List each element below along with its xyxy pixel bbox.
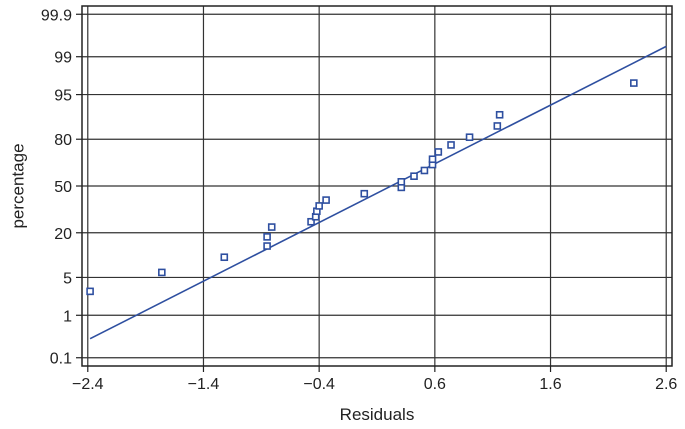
y-axis-title: percentage [8,143,27,228]
data-point [493,122,502,130]
y-tick-label: 95 [54,88,72,105]
data-point [263,242,271,250]
y-tick-label: 5 [63,270,72,287]
y-tick-label: 0.1 [50,351,72,368]
grid [82,6,672,366]
x-axis-title: Residuals [340,405,415,424]
x-tick-label: 1.6 [539,376,561,393]
data-point [158,268,166,277]
data-point [428,155,437,164]
data-point [434,148,443,156]
data-point [447,141,455,149]
x-tick-label: 0.6 [424,376,446,393]
data-point [322,196,330,204]
data-point [263,233,271,241]
data-point [267,223,276,231]
data-point [420,166,429,175]
x-tick-label: 2.6 [655,376,677,393]
y-tick-label: 80 [54,132,72,149]
data-point [360,189,369,198]
x-tick-label: −2.4 [72,376,104,393]
y-tick-label: 99 [54,50,72,67]
x-axis-ticks: −2.4 −1.4 −0.4 0.6 1.6 2.6 [72,366,677,393]
data-point [86,287,94,296]
data-point [495,110,504,119]
x-tick-label: −0.4 [303,376,335,393]
y-tick-label: 50 [54,179,72,196]
fit-line [89,45,667,340]
data-point [630,79,638,87]
data-point [315,202,323,210]
x-tick-label: −1.4 [188,376,220,393]
data-point [410,172,418,180]
data-point [465,133,474,142]
y-tick-label: 1 [63,308,72,325]
data-point [307,217,315,226]
data-point [397,178,406,186]
data-points [86,79,638,296]
y-tick-label: 99.9 [41,7,72,24]
fit-line-layer [89,45,667,340]
data-point [220,253,229,262]
y-tick-label: 20 [54,226,72,243]
y-axis-ticks: 0.1 1 5 20 50 80 95 99 99.9 [41,7,82,368]
